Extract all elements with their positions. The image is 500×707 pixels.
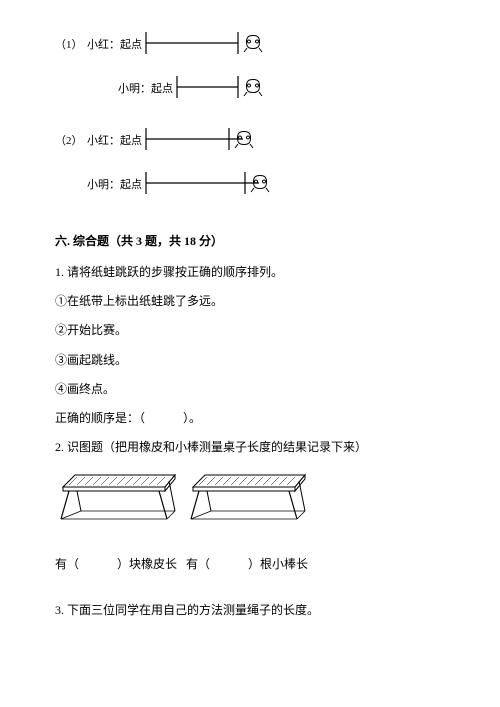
- q2-tables-diagram: [55, 467, 315, 537]
- fig1-number: （1）: [55, 36, 83, 52]
- fig2-row1-start: 起点: [120, 132, 142, 148]
- q1-item4: ④画终点。: [55, 380, 445, 399]
- fig1-row2-start: 起点: [151, 80, 173, 96]
- fig1-row1-diagram: [143, 30, 273, 60]
- q1-answer-line: 正确的顺序是：（ ）。: [55, 409, 445, 428]
- q1-item1: ①在纸带上标出纸蛙跳了多远。: [55, 292, 445, 311]
- fig2-row2-start: 起点: [120, 176, 142, 192]
- q2-fill1-mid: ）块橡皮长: [117, 557, 177, 571]
- q2-fill2-pre: 有（: [186, 557, 210, 571]
- fig2-row1-diagram: [143, 126, 283, 156]
- q1-item2: ②开始比赛。: [55, 321, 445, 340]
- fig1-row1-name: 小红：: [87, 36, 120, 52]
- fig2-row1-name: 小红：: [87, 132, 120, 148]
- q2-fill-line: 有（ ）块橡皮长 有（ ）根小棒长: [55, 555, 445, 574]
- q1-answer-suffix: ）。: [183, 411, 201, 425]
- q1-answer-prefix: 正确的顺序是：（: [55, 411, 145, 425]
- q2-fill2-mid: ）根小棒长: [248, 557, 308, 571]
- q3-prompt: 3. 下面三位同学在用自己的方法测量绳子的长度。: [55, 601, 445, 620]
- q2-prompt: 2. 识图题（把用橡皮和小棒测量桌子长度的结果记录下来）: [55, 438, 445, 457]
- fig2-row2-name: 小明：: [87, 176, 120, 192]
- fig1-row2-name: 小明：: [118, 80, 151, 96]
- fig1-row1-start: 起点: [120, 36, 142, 52]
- q1-item3: ③画起跳线。: [55, 351, 445, 370]
- q2-fill1-pre: 有（: [55, 557, 79, 571]
- fig1-row2-diagram: [174, 74, 284, 104]
- fig2-row2-diagram: [143, 170, 293, 200]
- section6-heading: 六. 综合题（共 3 题，共 18 分）: [55, 232, 445, 249]
- q1-prompt: 1. 请将纸蛙跳跃的步骤按正确的顺序排列。: [55, 263, 445, 282]
- fig2-number: （2）: [55, 132, 83, 148]
